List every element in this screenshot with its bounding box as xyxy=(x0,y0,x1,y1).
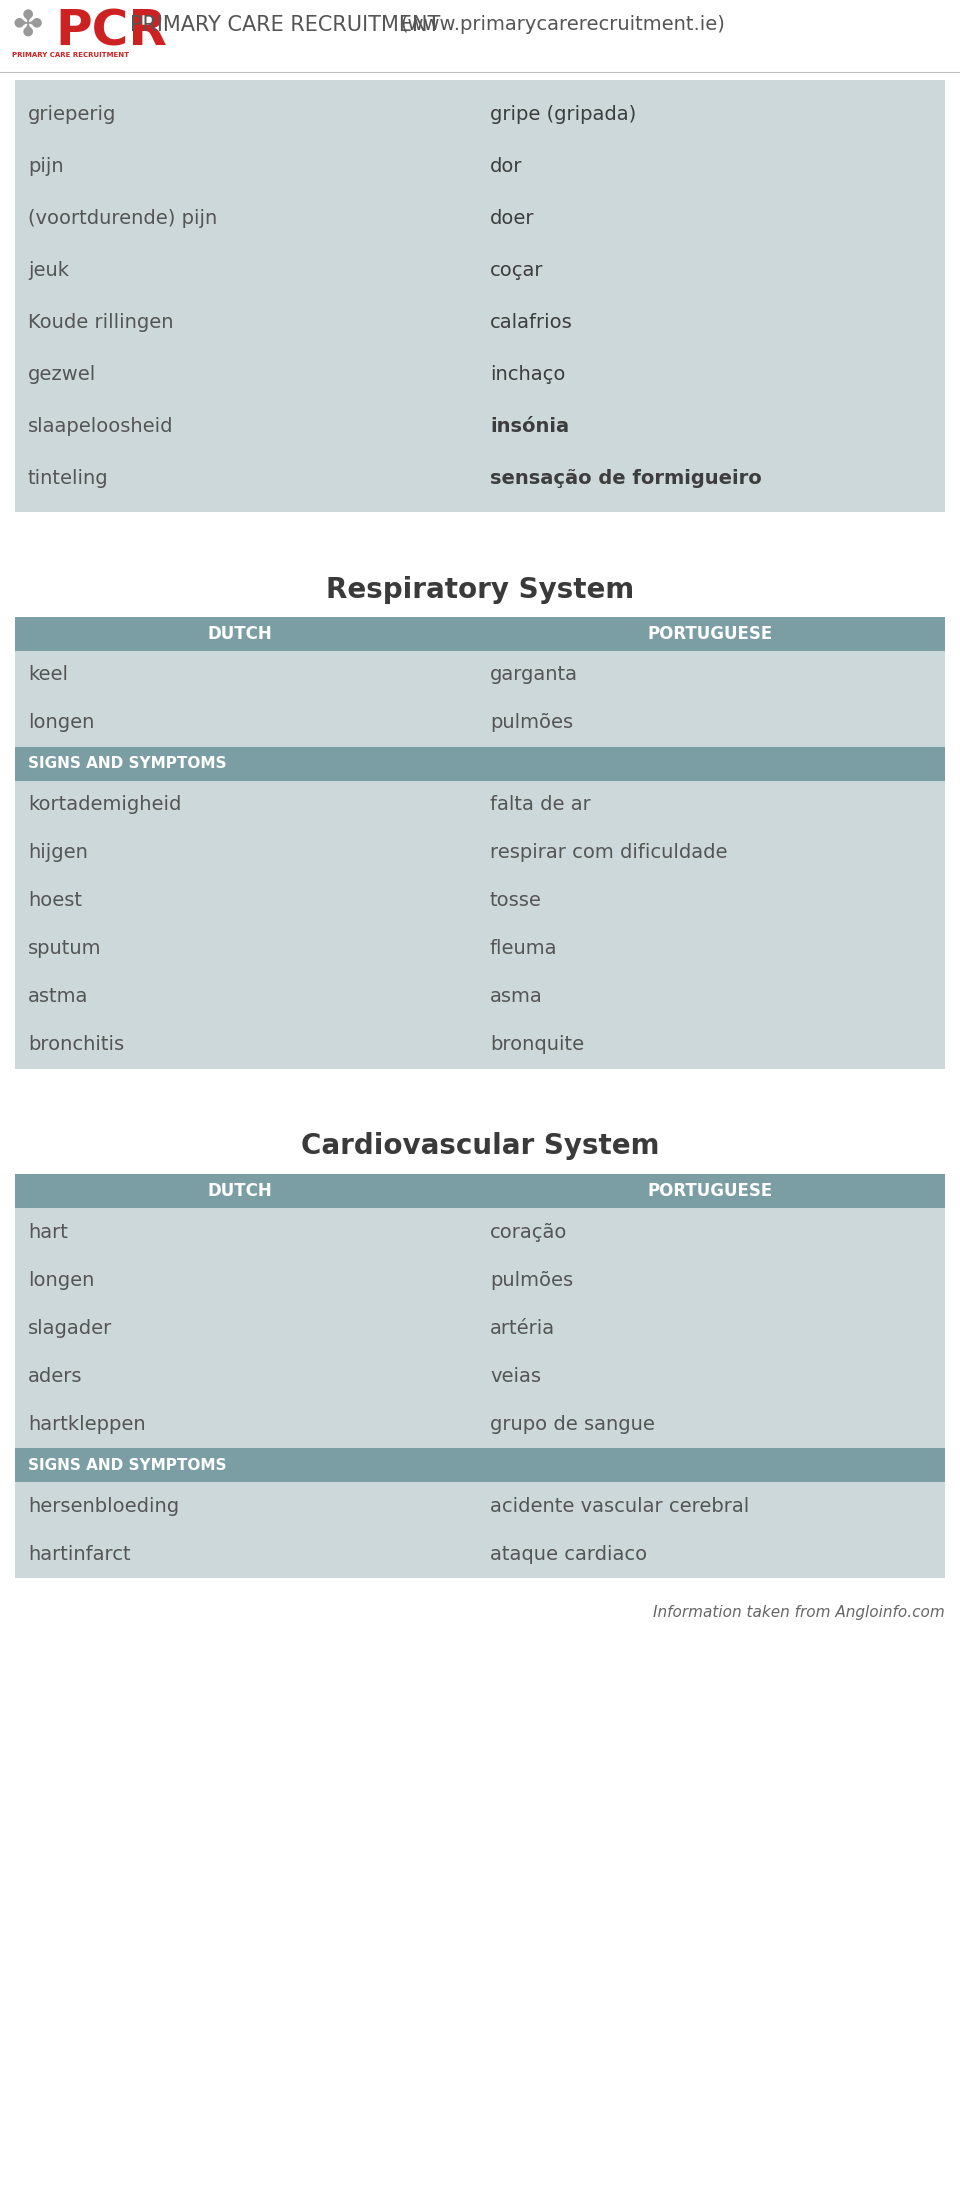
Text: pulmões: pulmões xyxy=(490,1271,573,1289)
Text: ataque cardiaco: ataque cardiaco xyxy=(490,1545,647,1563)
Text: artéria: artéria xyxy=(490,1318,555,1338)
Bar xyxy=(15,1448,945,1481)
Text: asma: asma xyxy=(490,988,542,1006)
Bar xyxy=(15,1174,945,1207)
Text: sensação de formigueiro: sensação de formigueiro xyxy=(490,469,761,486)
Text: DUTCH: DUTCH xyxy=(207,1183,273,1201)
Text: (voortdurende) pijn: (voortdurende) pijn xyxy=(28,208,217,228)
Bar xyxy=(15,747,945,780)
Text: sputum: sputum xyxy=(28,940,102,960)
Text: ✤: ✤ xyxy=(12,11,42,44)
Bar xyxy=(15,80,945,513)
Text: hart: hart xyxy=(28,1223,68,1243)
Text: Information taken from Angloinfo.com: Information taken from Angloinfo.com xyxy=(653,1605,945,1621)
Bar xyxy=(15,1207,945,1256)
Text: respirar com dificuldade: respirar com dificuldade xyxy=(490,845,728,862)
Bar xyxy=(15,1530,945,1579)
Text: astma: astma xyxy=(28,988,88,1006)
Text: gripe (gripada): gripe (gripada) xyxy=(490,104,636,124)
Text: hartinfarct: hartinfarct xyxy=(28,1545,131,1563)
Text: gezwel: gezwel xyxy=(28,365,96,383)
Text: tosse: tosse xyxy=(490,891,541,911)
Text: calafrios: calafrios xyxy=(490,312,573,332)
Bar xyxy=(15,650,945,699)
Text: kortademigheid: kortademigheid xyxy=(28,796,181,814)
Text: PRIMARY CARE RECRUITMENT: PRIMARY CARE RECRUITMENT xyxy=(130,15,441,35)
Bar xyxy=(15,829,945,878)
Text: keel: keel xyxy=(28,666,68,685)
Bar xyxy=(15,617,945,650)
Bar xyxy=(15,1351,945,1400)
Text: doer: doer xyxy=(490,208,535,228)
Text: PORTUGUESE: PORTUGUESE xyxy=(647,626,773,643)
Text: jeuk: jeuk xyxy=(28,261,69,279)
Text: PCR: PCR xyxy=(55,9,167,55)
Text: Koude rillingen: Koude rillingen xyxy=(28,312,174,332)
Bar xyxy=(15,878,945,924)
Text: pulmões: pulmões xyxy=(490,714,573,732)
Bar xyxy=(15,780,945,829)
Bar xyxy=(15,1481,945,1530)
Text: dor: dor xyxy=(490,157,522,175)
Text: tinteling: tinteling xyxy=(28,469,108,486)
Text: hijgen: hijgen xyxy=(28,845,88,862)
Text: Cardiovascular System: Cardiovascular System xyxy=(300,1132,660,1161)
Text: hersenbloeding: hersenbloeding xyxy=(28,1497,180,1515)
Text: (www.primarycarerecruitment.ie): (www.primarycarerecruitment.ie) xyxy=(400,15,725,33)
Bar xyxy=(15,1400,945,1448)
Bar xyxy=(15,1256,945,1304)
Text: grieperig: grieperig xyxy=(28,104,116,124)
Text: coçar: coçar xyxy=(490,261,543,279)
Text: Respiratory System: Respiratory System xyxy=(325,575,635,604)
Text: hoest: hoest xyxy=(28,891,82,911)
Text: longen: longen xyxy=(28,1271,94,1289)
Text: PRIMARY CARE RECRUITMENT: PRIMARY CARE RECRUITMENT xyxy=(12,53,130,57)
Bar xyxy=(15,699,945,747)
Text: DUTCH: DUTCH xyxy=(207,626,273,643)
Text: acidente vascular cerebral: acidente vascular cerebral xyxy=(490,1497,749,1515)
Bar xyxy=(15,924,945,973)
Bar xyxy=(15,1021,945,1068)
Text: pijn: pijn xyxy=(28,157,63,175)
Text: grupo de sangue: grupo de sangue xyxy=(490,1415,655,1433)
Text: coração: coração xyxy=(490,1223,567,1243)
Text: bronquite: bronquite xyxy=(490,1035,584,1055)
Text: slagader: slagader xyxy=(28,1318,112,1338)
Text: PORTUGUESE: PORTUGUESE xyxy=(647,1183,773,1201)
Text: SIGNS AND SYMPTOMS: SIGNS AND SYMPTOMS xyxy=(28,1457,227,1473)
Text: falta de ar: falta de ar xyxy=(490,796,590,814)
Text: slaapeloosheid: slaapeloosheid xyxy=(28,416,174,436)
Text: inchaço: inchaço xyxy=(490,365,565,383)
Text: garganta: garganta xyxy=(490,666,578,685)
Text: SIGNS AND SYMPTOMS: SIGNS AND SYMPTOMS xyxy=(28,756,227,772)
Text: hartkleppen: hartkleppen xyxy=(28,1415,146,1433)
Text: fleuma: fleuma xyxy=(490,940,558,960)
Bar xyxy=(15,1304,945,1351)
Text: bronchitis: bronchitis xyxy=(28,1035,124,1055)
Text: veias: veias xyxy=(490,1366,541,1386)
Text: insónia: insónia xyxy=(490,416,569,436)
Bar xyxy=(15,973,945,1021)
Text: aders: aders xyxy=(28,1366,83,1386)
Text: longen: longen xyxy=(28,714,94,732)
